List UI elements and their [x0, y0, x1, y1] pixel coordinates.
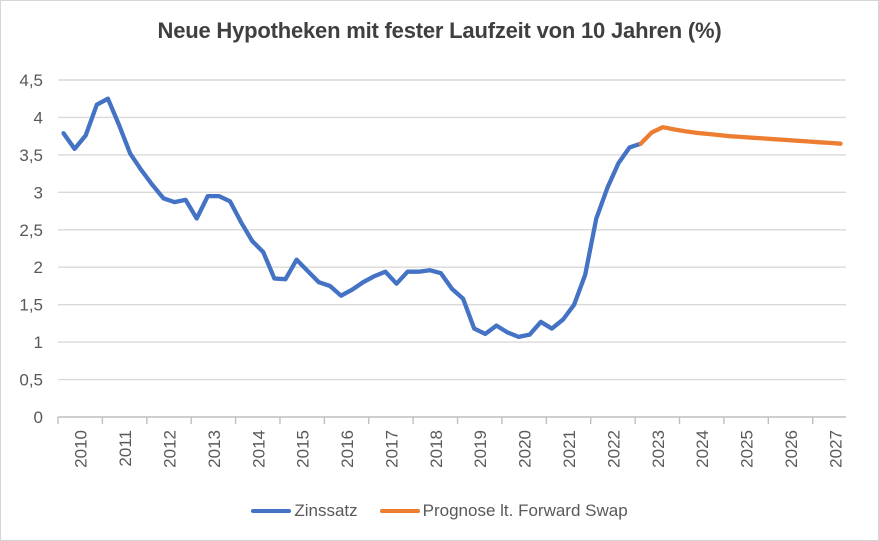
- x-axis-label: 2017: [382, 430, 401, 468]
- chart-title: Neue Hypotheken mit fester Laufzeit von …: [157, 18, 722, 43]
- legend-item-prognose: Prognose lt. Forward Swap: [379, 501, 628, 521]
- x-axis-label: 2027: [826, 430, 845, 468]
- x-axis-label: 2022: [604, 430, 623, 468]
- legend-line-swatch-prognose: [379, 508, 420, 514]
- x-axis-label: 2018: [427, 430, 446, 468]
- x-axis-label: 2011: [116, 430, 135, 467]
- y-axis-label: 0,5: [19, 371, 43, 390]
- y-axis-label: 2: [34, 258, 43, 277]
- y-axis-label: 4,5: [19, 71, 43, 90]
- y-axis-label: 0: [34, 408, 43, 427]
- legend: Zinssatz Prognose lt. Forward Swap: [1, 501, 878, 521]
- legend-label-prognose: Prognose lt. Forward Swap: [422, 501, 628, 520]
- x-axis-label: 2014: [249, 430, 268, 468]
- x-axis-label: 2024: [693, 430, 712, 468]
- x-axis-label: 2023: [649, 430, 668, 468]
- x-axis-label: 2020: [516, 430, 535, 468]
- series-line-zinssatz: [61, 96, 643, 340]
- x-axis-label: 2026: [782, 430, 801, 468]
- series-line-prognose: [638, 125, 843, 146]
- y-axis-label: 2,5: [19, 221, 43, 240]
- y-axis-label: 3,5: [19, 146, 43, 165]
- y-axis-label: 1,5: [19, 296, 43, 315]
- legend-line-swatch-zinssatz: [251, 508, 292, 514]
- y-axis-label: 1: [34, 333, 43, 352]
- x-axis-label: 2021: [560, 430, 579, 468]
- x-axis-label: 2019: [471, 430, 490, 468]
- legend-item-zinssatz: Zinssatz: [251, 501, 358, 521]
- y-axis-label: 3: [34, 183, 43, 202]
- x-axis-label: 2013: [205, 430, 224, 468]
- x-axis-label: 2015: [294, 430, 313, 468]
- x-axis-label: 2025: [738, 430, 757, 468]
- legend-label-zinssatz: Zinssatz: [294, 501, 358, 520]
- x-axis-label: 2016: [338, 430, 357, 468]
- x-axis-label: 2012: [160, 430, 179, 468]
- y-axis-label: 4: [34, 108, 43, 127]
- x-axis-label: 2010: [72, 430, 91, 468]
